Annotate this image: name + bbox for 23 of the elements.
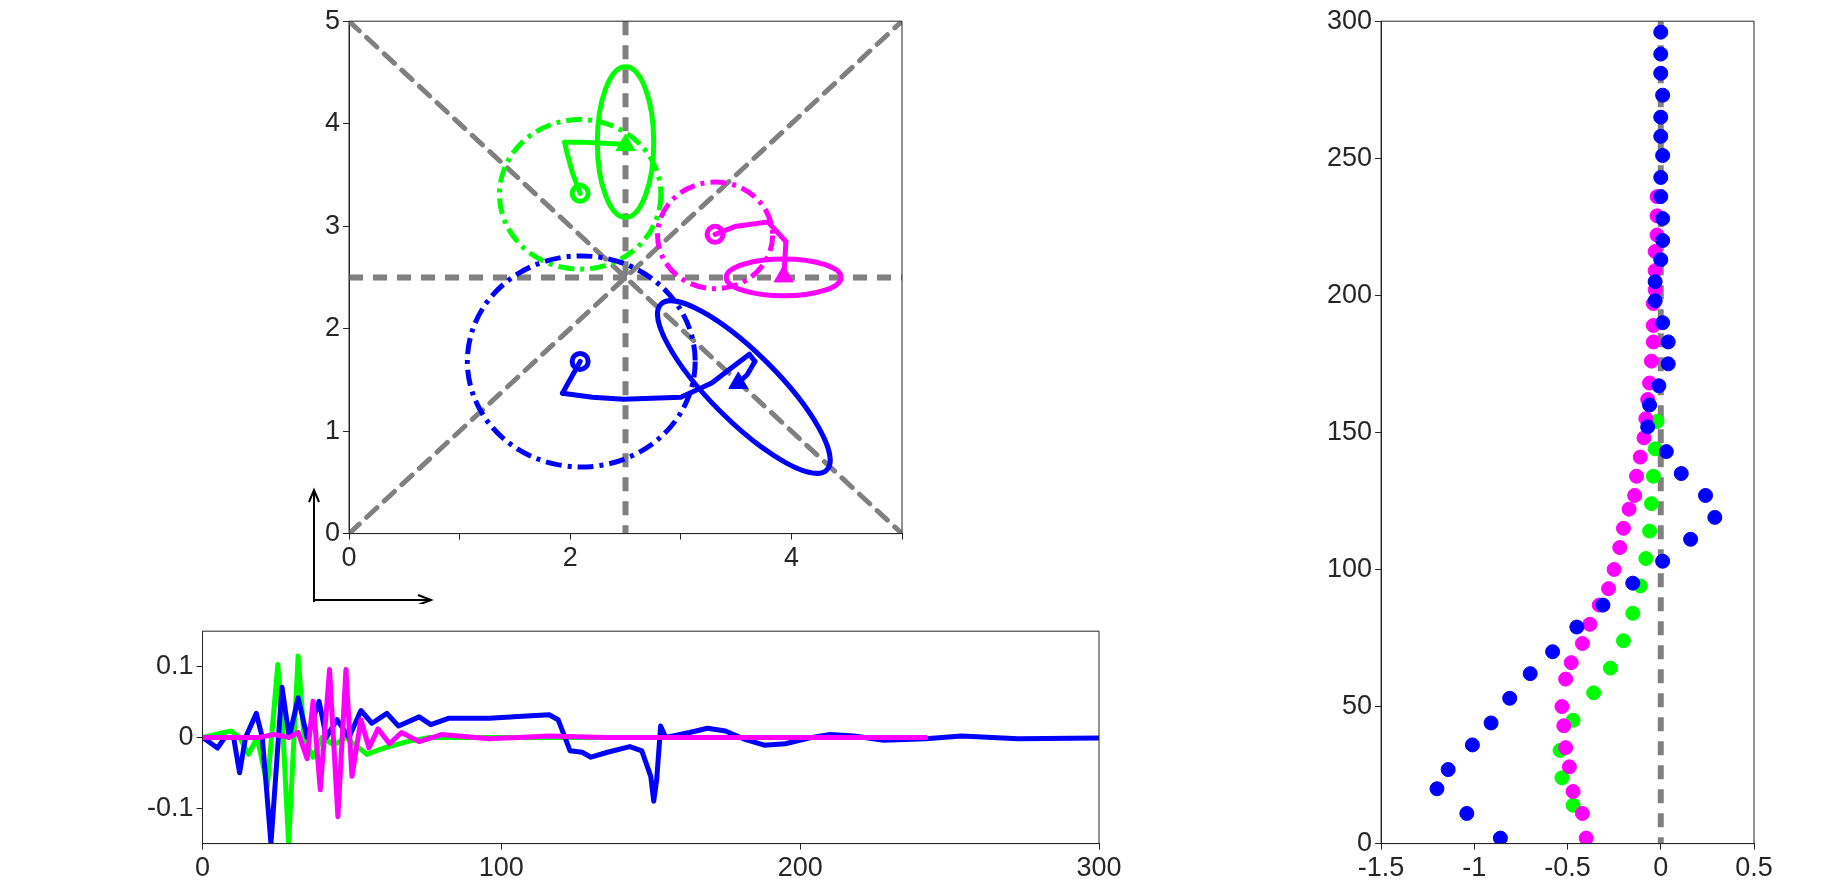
y-tick-label: 0.1	[155, 650, 194, 681]
x-tick-label: -1	[1462, 852, 1487, 883]
x-tick-label: 4	[783, 542, 799, 573]
y-tick-label: 150	[1326, 415, 1373, 446]
x-tick-label: -0.5	[1544, 852, 1591, 883]
x-tick-label: 0	[1653, 852, 1669, 883]
y-tick-label: 5	[324, 4, 341, 35]
x-tick-label: 0.5	[1735, 852, 1773, 883]
y-tick-label: 300	[1326, 4, 1373, 35]
x-tick-label: 2	[562, 542, 578, 573]
y-tick-label: 50	[1342, 689, 1373, 720]
y-tick-label: 3	[324, 209, 341, 240]
y-tick-label: 250	[1326, 141, 1373, 172]
y-tick-label: -0.1	[146, 791, 194, 822]
y-tick-label: 4	[324, 107, 341, 138]
x-tick-label: 200	[777, 852, 823, 883]
y-tick-label: 0	[178, 720, 194, 751]
x-tick-label: 300	[1076, 852, 1122, 883]
y-tick-label: 1	[324, 414, 341, 445]
y-tick-label: 0	[324, 517, 341, 548]
y-tick-label: 200	[1326, 278, 1373, 309]
x-tick-label: 100	[478, 852, 524, 883]
y-tick-label: 2	[324, 312, 341, 343]
